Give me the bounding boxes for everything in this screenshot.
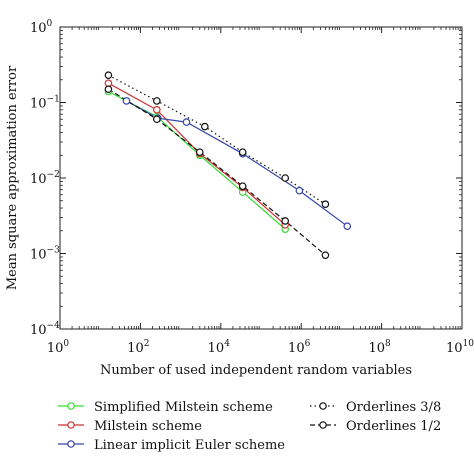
x-tick-label: 108 [368, 339, 391, 356]
legend-swatch-marker [67, 421, 75, 429]
data-point [281, 174, 290, 182]
data-point [195, 148, 204, 156]
data-point [122, 97, 131, 105]
data-point [182, 118, 191, 126]
plot-area [59, 26, 463, 330]
y-tick-label: 10−4 [30, 321, 60, 338]
data-point [281, 217, 290, 225]
data-point [238, 148, 247, 156]
series-line-5 [108, 88, 326, 256]
x-tick-label: 1010 [446, 339, 474, 356]
data-point [295, 186, 304, 195]
legend-label: Orderlines 1/2 [346, 419, 441, 434]
y-tick-label: 10−2 [30, 170, 60, 187]
y-tick-label: 100 [30, 19, 53, 36]
legend-swatch-marker [319, 421, 327, 429]
legend-label: Orderlines 3/8 [346, 400, 441, 415]
legend-label: Simplified Milstein scheme [94, 400, 273, 415]
series-line-4 [108, 74, 326, 205]
data-point [104, 85, 113, 94]
data-point [153, 97, 161, 105]
y-tick-label: 10−1 [30, 95, 60, 112]
data-point [153, 106, 161, 114]
legend-swatch-marker [67, 440, 75, 448]
legend-label: Milstein scheme [94, 419, 202, 434]
data-point [153, 115, 161, 124]
tick-labels: 100 102 104 106 108 1010 10−4 10−3 10−2 10−1 100 [30, 19, 474, 356]
legend-swatch-marker [67, 402, 75, 410]
x-tick-label: 106 [288, 339, 311, 356]
data-point [343, 222, 352, 230]
x-tick-label: 100 [47, 339, 70, 356]
data-point [321, 200, 330, 208]
x-tick-label: 102 [127, 339, 149, 356]
y-tick-label: 10−3 [30, 246, 60, 263]
x-tick-label: 104 [208, 339, 231, 356]
series-lines [104, 71, 352, 259]
legend: Simplified Milstein scheme Milstein schem… [58, 400, 441, 453]
data-point [201, 122, 209, 131]
legend-swatch-marker [319, 402, 327, 410]
x-axis-label: Number of used independent random variab… [100, 363, 412, 378]
axis-ticks [59, 26, 463, 330]
data-point [238, 182, 247, 190]
series-line-3 [126, 100, 348, 227]
y-axis-label: Mean square approximation error [5, 65, 20, 290]
legend-label: Linear implicit Euler scheme [94, 438, 285, 453]
data-point [104, 71, 113, 79]
data-point [321, 251, 330, 259]
